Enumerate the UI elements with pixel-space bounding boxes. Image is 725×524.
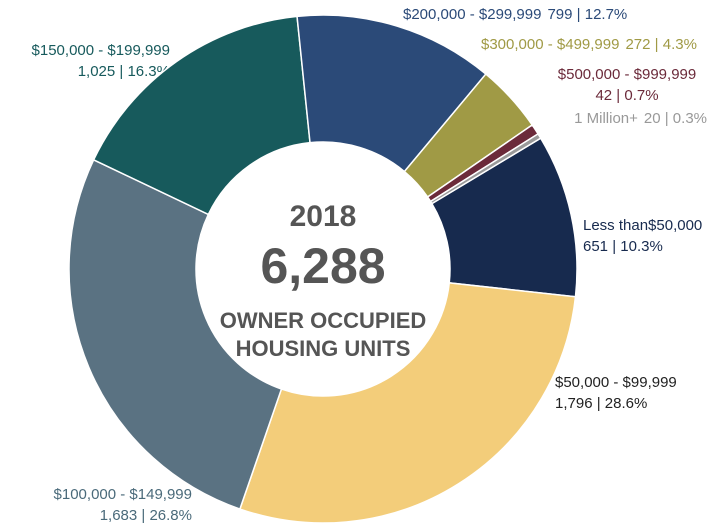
value-label: 1,683 | 26.8% [100,507,192,524]
center-year: 2018 [290,200,357,233]
slice-label-group: $200,000 - $299,999 799 | 12.7% [403,6,627,23]
slice-label: $50,000 - $99,999 [555,374,677,391]
center-caption: HOUSING UNITS [236,336,411,361]
value-label: 1,796 | 28.6% [555,395,647,412]
value-label: 272 | 4.3% [625,36,696,53]
center-total: 6,288 [260,238,385,294]
slice-label: $150,000 - $199,999 [32,42,170,59]
slice-label-group: 1 Million+ 20 | 0.3% [574,110,707,127]
center-caption: OWNER OCCUPIED [220,308,427,333]
donut [68,14,578,524]
slice [68,158,283,510]
value-label: 799 | 12.7% [547,6,627,23]
slice [238,282,577,524]
value-label: 1,025 | 16.3% [78,63,170,80]
slice-label: $300,000 - $499,999 [481,36,619,53]
slice [296,14,487,173]
slice [429,132,542,205]
slice-label: Less than$50,000 [583,217,702,234]
value-label: 651 | 10.3% [583,238,663,255]
value-label: 20 | 0.3% [644,110,707,127]
slice-label: $100,000 - $149,999 [54,486,192,503]
slice-label: 1 Million+ [574,110,638,127]
slice-label-group: $300,000 - $499,999 272 | 4.3% [481,36,697,53]
slice-label: $500,000 - $999,999 [558,66,696,83]
slice-label: $200,000 - $299,999 [403,6,541,23]
slice [92,15,311,216]
value-label: 42 | 0.7% [595,87,658,104]
